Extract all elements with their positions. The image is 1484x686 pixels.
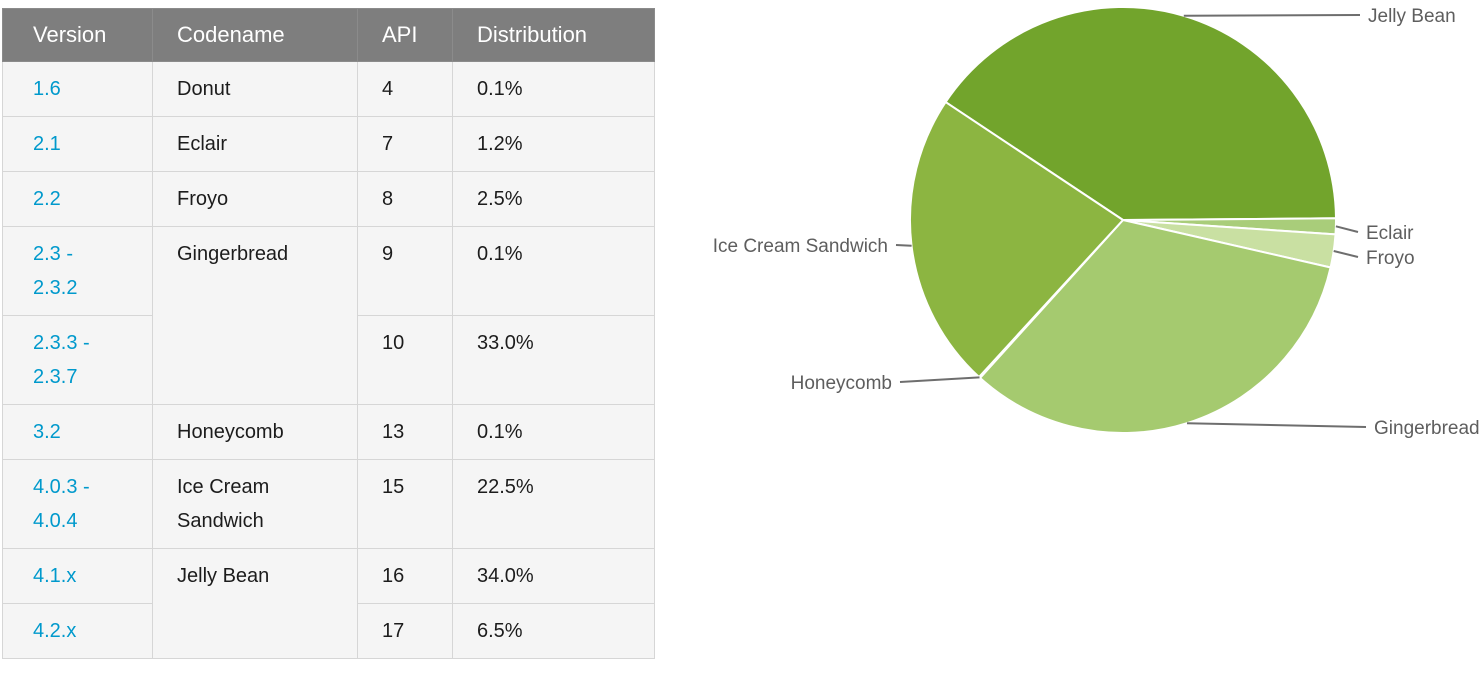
table-row: 4.2.x 17 6.5% bbox=[2, 603, 655, 659]
cell-codename: Honeycomb bbox=[152, 404, 358, 460]
cell-codename: Jelly Bean bbox=[152, 548, 358, 659]
cell-api: 16 bbox=[357, 548, 453, 604]
cell-version: 2.1 bbox=[2, 116, 153, 172]
cell-version: 2.3 -2.3.2 bbox=[2, 226, 153, 316]
cell-distribution: 1.2% bbox=[452, 116, 655, 172]
pie-label-ice-cream-sandwich: Ice Cream Sandwich bbox=[713, 236, 888, 257]
cell-api: 4 bbox=[357, 61, 453, 117]
cell-codename: Donut bbox=[152, 61, 358, 117]
version-link[interactable]: 1.6 bbox=[33, 78, 61, 100]
version-link[interactable]: 2.1 bbox=[33, 133, 61, 155]
pie-label-gingerbread: Gingerbread bbox=[1374, 418, 1480, 439]
pie-label-eclair: Eclair bbox=[1366, 223, 1414, 244]
table-row: 3.2 Honeycomb 13 0.1% bbox=[2, 404, 655, 460]
cell-distribution: 0.1% bbox=[452, 226, 655, 316]
cell-api: 13 bbox=[357, 404, 453, 460]
cell-version: 1.6 bbox=[2, 61, 153, 117]
leader-line-gingerbread bbox=[1186, 422, 1367, 428]
cell-version: 4.1.x bbox=[2, 548, 153, 604]
table-row: 2.3 -2.3.2 Gingerbread 9 0.1% bbox=[2, 226, 655, 405]
cell-distribution: 0.1% bbox=[452, 61, 655, 117]
table-row: 4.0.3 -4.0.4 Ice Cream Sandwich 15 22.5% bbox=[2, 459, 655, 549]
cell-version: 2.2 bbox=[2, 171, 153, 227]
cell-api: 10 bbox=[357, 315, 453, 405]
cell-distribution: 33.0% bbox=[452, 315, 655, 405]
table-row: 2.3.3 -2.3.7 10 33.0% bbox=[2, 315, 655, 405]
cell-codename: Ice Cream Sandwich bbox=[152, 459, 358, 549]
version-link[interactable]: 3.2 bbox=[33, 421, 61, 443]
pie-slice-gingerbread bbox=[979, 219, 1332, 435]
table-header: Version Codename API Distribution bbox=[2, 8, 655, 62]
version-link[interactable]: 4.2.x bbox=[33, 620, 77, 642]
pie-label-froyo: Froyo bbox=[1366, 248, 1415, 269]
cell-api: 7 bbox=[357, 116, 453, 172]
leader-line-eclair bbox=[1335, 225, 1359, 233]
cell-version: 2.3.3 -2.3.7 bbox=[2, 315, 153, 405]
cell-codename: Gingerbread bbox=[152, 226, 358, 405]
cell-codename: Eclair bbox=[152, 116, 358, 172]
table-row: 2.2 Froyo 8 2.5% bbox=[2, 171, 655, 227]
pie-label-honeycomb: Honeycomb bbox=[791, 373, 892, 394]
header-version: Version bbox=[2, 8, 153, 62]
table-body: 1.6 Donut 4 0.1% 2.1 Eclair 7 1.2% 2.2 Froyo 8 2.5%… bbox=[2, 61, 655, 659]
leader-line-honeycomb bbox=[899, 376, 980, 383]
version-distribution-table: Version Codename API Distribution 1.6 Don… bbox=[2, 8, 655, 659]
distribution-pie-chart: Jelly Bean Eclair Froyo Gingerbread Honeycom… bbox=[713, 6, 1480, 439]
pie-slice-ice-cream-sandwich bbox=[909, 101, 1124, 378]
cell-distribution: 22.5% bbox=[452, 459, 655, 549]
leader-line-froyo bbox=[1333, 250, 1359, 258]
header-codename: Codename bbox=[152, 8, 358, 62]
cell-distribution: 34.0% bbox=[452, 548, 655, 604]
table-header-row: Version Codename API Distribution bbox=[2, 8, 655, 62]
cell-api: 17 bbox=[357, 603, 453, 659]
cell-api: 9 bbox=[357, 226, 453, 316]
cell-version: 4.0.3 -4.0.4 bbox=[2, 459, 153, 549]
header-api: API bbox=[357, 8, 453, 62]
cell-api: 8 bbox=[357, 171, 453, 227]
header-distribution: Distribution bbox=[452, 8, 655, 62]
version-link[interactable]: 2.2 bbox=[33, 188, 61, 210]
pie-label-jelly-bean: Jelly Bean bbox=[1368, 6, 1456, 27]
version-link[interactable]: 4.0.3 -4.0.4 bbox=[33, 476, 90, 532]
version-link[interactable]: 2.3.3 -2.3.7 bbox=[33, 332, 90, 388]
cell-codename: Froyo bbox=[152, 171, 358, 227]
version-link[interactable]: 2.3 -2.3.2 bbox=[33, 243, 78, 299]
cell-version: 3.2 bbox=[2, 404, 153, 460]
cell-api: 15 bbox=[357, 459, 453, 549]
cell-distribution: 2.5% bbox=[452, 171, 655, 227]
table-row: 2.1 Eclair 7 1.2% bbox=[2, 116, 655, 172]
table-row: 4.1.x Jelly Bean 16 34.0% bbox=[2, 548, 655, 659]
leader-line-ice-cream-sandwich bbox=[895, 244, 912, 247]
leader-line-jelly-bean bbox=[1183, 14, 1361, 17]
cell-version: 4.2.x bbox=[2, 603, 153, 659]
cell-distribution: 0.1% bbox=[452, 404, 655, 460]
version-link[interactable]: 4.1.x bbox=[33, 565, 77, 587]
cell-distribution: 6.5% bbox=[452, 603, 655, 659]
table-row: 1.6 Donut 4 0.1% bbox=[2, 61, 655, 117]
